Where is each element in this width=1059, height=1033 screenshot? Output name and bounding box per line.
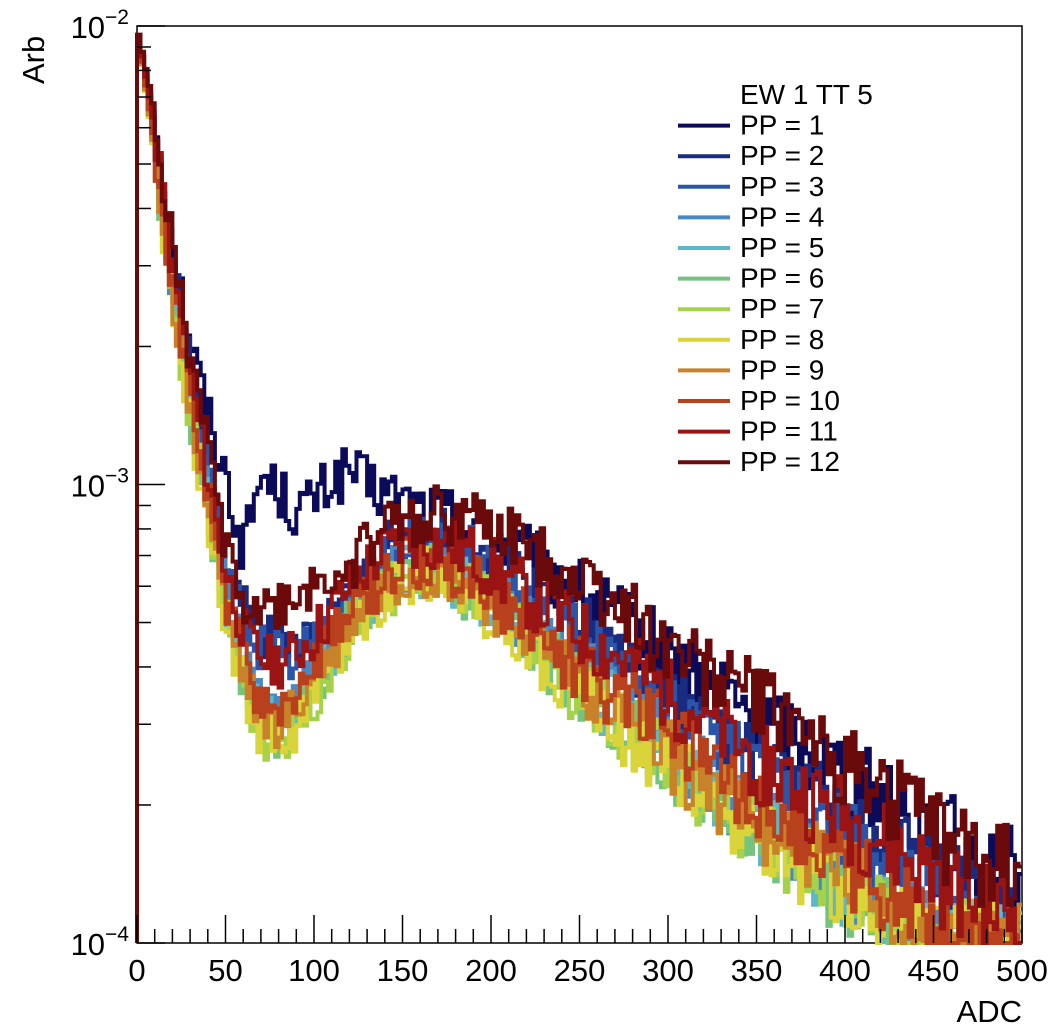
x-tick-label: 400 — [819, 953, 871, 988]
legend-entry: PP = 6 — [740, 263, 824, 294]
series-line-pp-10 — [135, 35, 1022, 945]
x-tick-label: 50 — [208, 953, 242, 988]
y-tick-label: 10−2 — [71, 6, 129, 45]
legend-entry: PP = 8 — [740, 324, 824, 355]
y-tick-base: 10 — [71, 927, 105, 962]
legend-entry: PP = 4 — [740, 201, 824, 232]
x-tick-label: 0 — [128, 953, 145, 988]
x-tick-label: 250 — [554, 953, 606, 988]
y-axis-title: Arb — [16, 36, 51, 84]
y-tick-exponent: −2 — [105, 6, 129, 29]
series-line-pp-12 — [135, 32, 1022, 943]
legend-title: EW 1 TT 5 — [740, 79, 873, 110]
x-tick-label: 300 — [642, 953, 694, 988]
axes-layer: 0 50 100 150 200 250 300 350 400 450 50010−410−310… — [71, 6, 1048, 988]
y-tick-base: 10 — [71, 10, 105, 45]
x-tick-label: 100 — [288, 953, 340, 988]
y-tick-label: 10−3 — [71, 465, 129, 504]
series-layer — [135, 32, 1022, 945]
legend-entry: PP = 1 — [740, 110, 824, 141]
legend-entry: PP = 3 — [740, 171, 824, 202]
y-tick-label: 10−4 — [71, 923, 130, 962]
legend-entry: PP = 2 — [740, 140, 824, 171]
legend-entry: PP = 12 — [740, 446, 840, 477]
legend: EW 1 TT 5PP = 1PP = 2PP = 3PP = 4PP = 5P… — [678, 79, 873, 477]
legend-entry: PP = 11 — [740, 416, 838, 447]
series-line-pp-11 — [135, 34, 1022, 945]
x-tick-label: 200 — [465, 953, 517, 988]
legend-entry: PP = 5 — [740, 232, 824, 263]
x-axis-title: ADC — [957, 994, 1022, 1029]
y-tick-base: 10 — [71, 469, 105, 504]
y-tick-exponent: −3 — [105, 465, 129, 488]
x-tick-label: 150 — [377, 953, 429, 988]
legend-entry: PP = 7 — [740, 293, 824, 324]
x-tick-label: 450 — [908, 953, 960, 988]
x-tick-label: 500 — [996, 953, 1048, 988]
legend-entry: PP = 9 — [740, 354, 824, 385]
y-tick-exponent: −4 — [105, 923, 129, 946]
legend-entry: PP = 10 — [740, 385, 840, 416]
x-tick-label: 350 — [731, 953, 783, 988]
